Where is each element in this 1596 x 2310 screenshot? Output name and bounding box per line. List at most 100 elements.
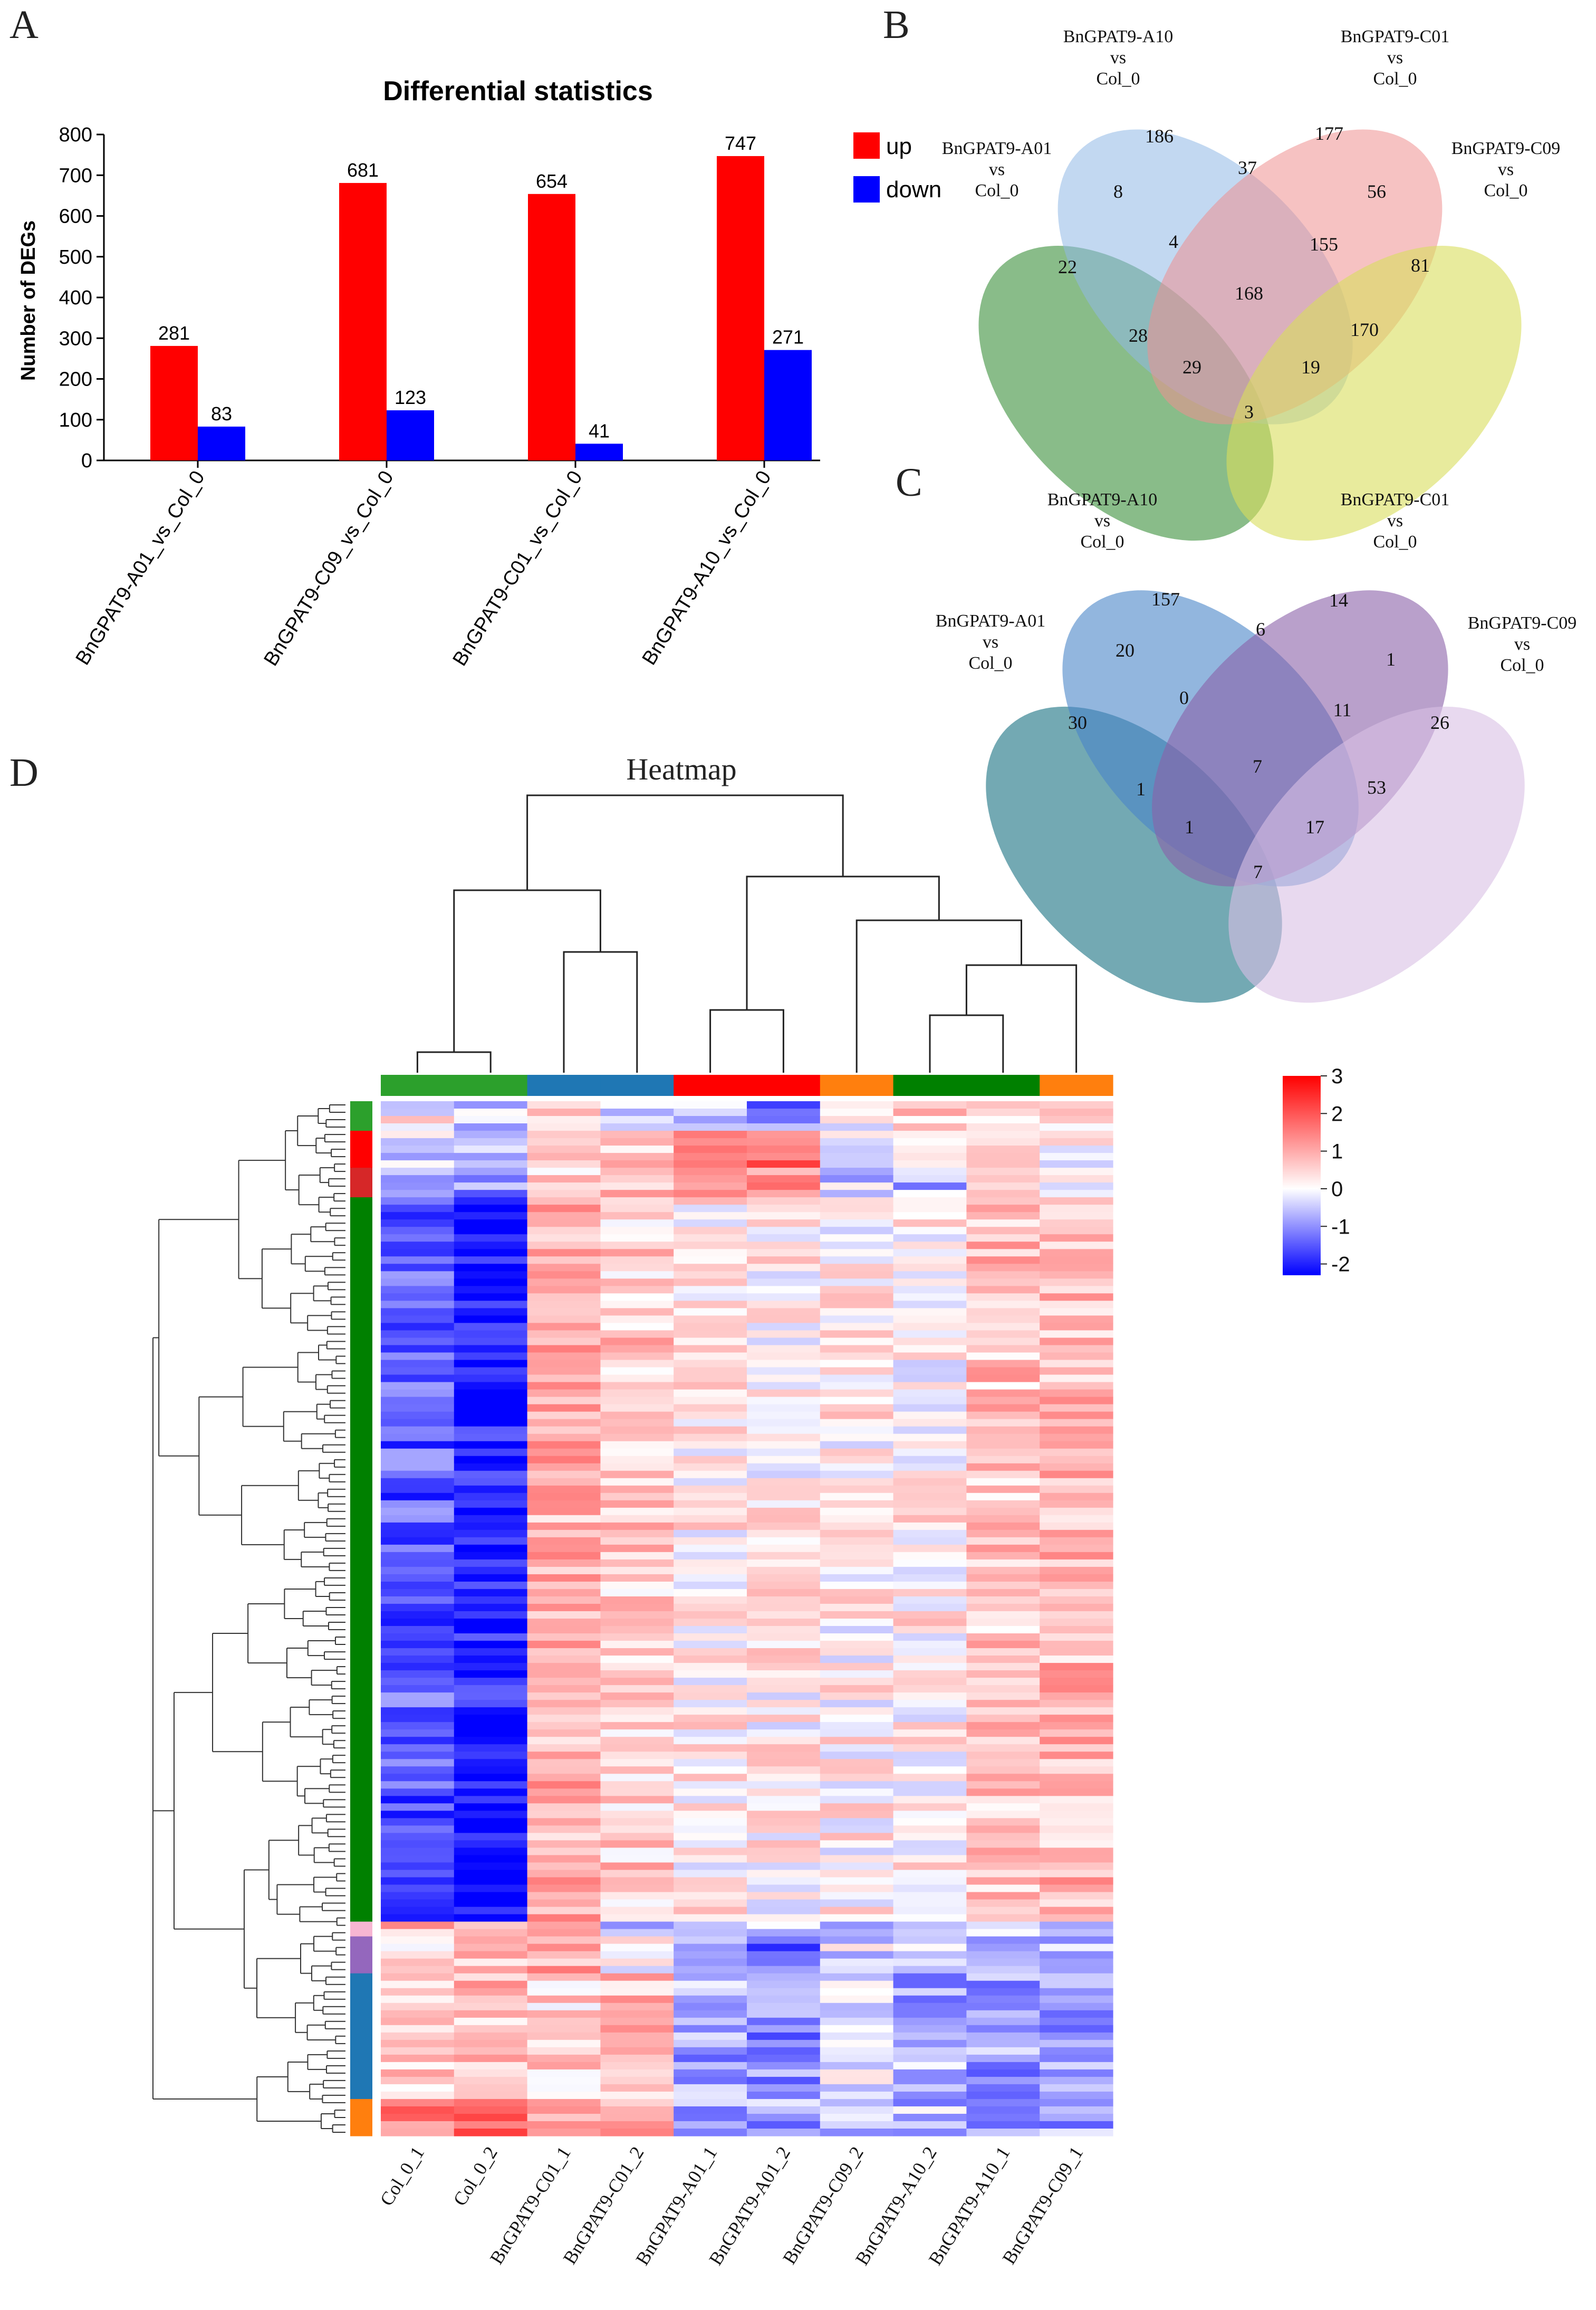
heatmap-cell — [820, 1715, 894, 1722]
heatmap-cell — [674, 1559, 747, 1567]
heatmap-cell — [1040, 1286, 1113, 1294]
heatmap-cell — [820, 1921, 894, 1930]
heatmap-cell — [893, 1759, 967, 1767]
heatmap-cell — [966, 1367, 1040, 1375]
heatmap-cell — [381, 1478, 455, 1486]
heatmap-cell — [966, 1190, 1040, 1198]
heatmap-cell — [527, 1301, 601, 1308]
heatmap-cell — [747, 2047, 821, 2055]
heatmap-cell — [820, 1123, 894, 1131]
heatmap-cell — [674, 2113, 747, 2122]
heatmap-cell — [966, 1478, 1040, 1486]
heatmap-cell — [1040, 2047, 1113, 2055]
heatmap-cell — [527, 1619, 601, 1626]
heatmap-cell — [381, 1197, 455, 1205]
heatmap-cell — [893, 1397, 967, 1405]
heatmap-cell — [527, 2047, 601, 2055]
heatmap-cell — [1040, 1751, 1113, 1759]
heatmap-cell — [600, 1507, 674, 1516]
heatmap-cell — [527, 1715, 601, 1722]
heatmap-cell — [747, 1160, 821, 1168]
heatmap-cell — [381, 1596, 455, 1604]
heatmap-cell — [600, 1988, 674, 1996]
heatmap-cell — [381, 1899, 455, 1908]
heatmap-cell — [454, 2099, 528, 2107]
bar-value-label: 123 — [395, 387, 426, 408]
heatmap-cell — [1040, 2084, 1113, 2092]
heatmap-cell — [820, 1840, 894, 1849]
heatmap-cell — [893, 1190, 967, 1198]
heatmap-cell — [747, 1456, 821, 1464]
heatmap-cell — [527, 2069, 601, 2077]
heatmap-cell — [381, 2062, 455, 2070]
heatmap-cell — [527, 2025, 601, 2033]
heatmap-cell — [600, 2069, 674, 2077]
heatmap-cell — [820, 1862, 894, 1871]
heatmap-cell — [674, 1478, 747, 1486]
heatmap-cell — [820, 1751, 894, 1759]
heatmap-cell — [747, 1234, 821, 1242]
heatmap-cell — [820, 1619, 894, 1626]
heatmap-cell — [600, 1722, 674, 1730]
heatmap-cell — [454, 1759, 528, 1767]
heatmap-cell — [966, 1219, 1040, 1227]
heatmap-cell — [747, 1892, 821, 1900]
column-group-swatch — [381, 1075, 455, 1096]
heatmap-cell — [820, 1448, 894, 1457]
heatmap-cell — [674, 1648, 747, 1656]
heatmap-cell — [454, 1109, 528, 1116]
heatmap-cell — [966, 1951, 1040, 1959]
heatmap-cell — [674, 1973, 747, 1981]
heatmap-cell — [674, 1566, 747, 1575]
heatmap-cell — [1040, 2003, 1113, 2011]
heatmap-cell — [966, 1197, 1040, 1205]
heatmap-cell — [820, 1774, 894, 1782]
heatmap-cell — [820, 1656, 894, 1663]
heatmap-cell — [454, 2054, 528, 2063]
heatmap-cell — [893, 1559, 967, 1567]
heatmap-cell — [454, 1559, 528, 1567]
heatmap-cell — [600, 1278, 674, 1286]
heatmap-column-label: BnGPAT9-A10_1 — [925, 2143, 1014, 2269]
heatmap-cell — [1040, 1278, 1113, 1286]
heatmap-cell — [454, 1131, 528, 1139]
heatmap-cell — [1040, 1936, 1113, 1945]
heatmap-cell — [1040, 2025, 1113, 2033]
heatmap-cell — [893, 1811, 967, 1818]
heatmap-cell — [527, 1611, 601, 1619]
heatmap-cell — [454, 1611, 528, 1619]
bar-up — [150, 345, 198, 460]
heatmap-cell — [381, 1552, 455, 1560]
heatmap-cell — [1040, 1943, 1113, 1952]
heatmap-cell — [747, 1656, 821, 1663]
heatmap-cell — [600, 1182, 674, 1190]
heatmap-cell — [820, 1507, 894, 1516]
heatmap-cell — [674, 1271, 747, 1279]
heatmap-cell — [893, 1781, 967, 1789]
heatmap-cell — [966, 1921, 1040, 1930]
heatmap-cell — [454, 2128, 528, 2136]
heatmap-cell — [674, 1574, 747, 1582]
heatmap-cell — [747, 1589, 821, 1597]
heatmap-cell — [893, 1988, 967, 1996]
heatmap-cell — [674, 1360, 747, 1368]
heatmap-cell — [966, 1892, 1040, 1900]
heatmap-cell — [674, 1138, 747, 1146]
heatmap-cell — [893, 1707, 967, 1715]
heatmap-cell — [966, 1803, 1040, 1811]
heatmap-cell — [893, 1529, 967, 1538]
heatmap-cell — [820, 1537, 894, 1545]
heatmap-cell — [381, 1700, 455, 1708]
heatmap-cell — [820, 1951, 894, 1959]
heatmap-cell — [966, 1877, 1040, 1885]
heatmap-cell — [600, 1877, 674, 1885]
heatmap-cell — [527, 1833, 601, 1841]
heatmap-cell — [527, 1411, 601, 1420]
y-tick-label: 200 — [59, 369, 92, 391]
heatmap-cell — [600, 1374, 674, 1383]
heatmap-cell — [1040, 1670, 1113, 1678]
heatmap-cell — [747, 1131, 821, 1139]
heatmap-cell — [454, 1278, 528, 1286]
heatmap-cell — [966, 1833, 1040, 1841]
heatmap-cell — [527, 1374, 601, 1383]
